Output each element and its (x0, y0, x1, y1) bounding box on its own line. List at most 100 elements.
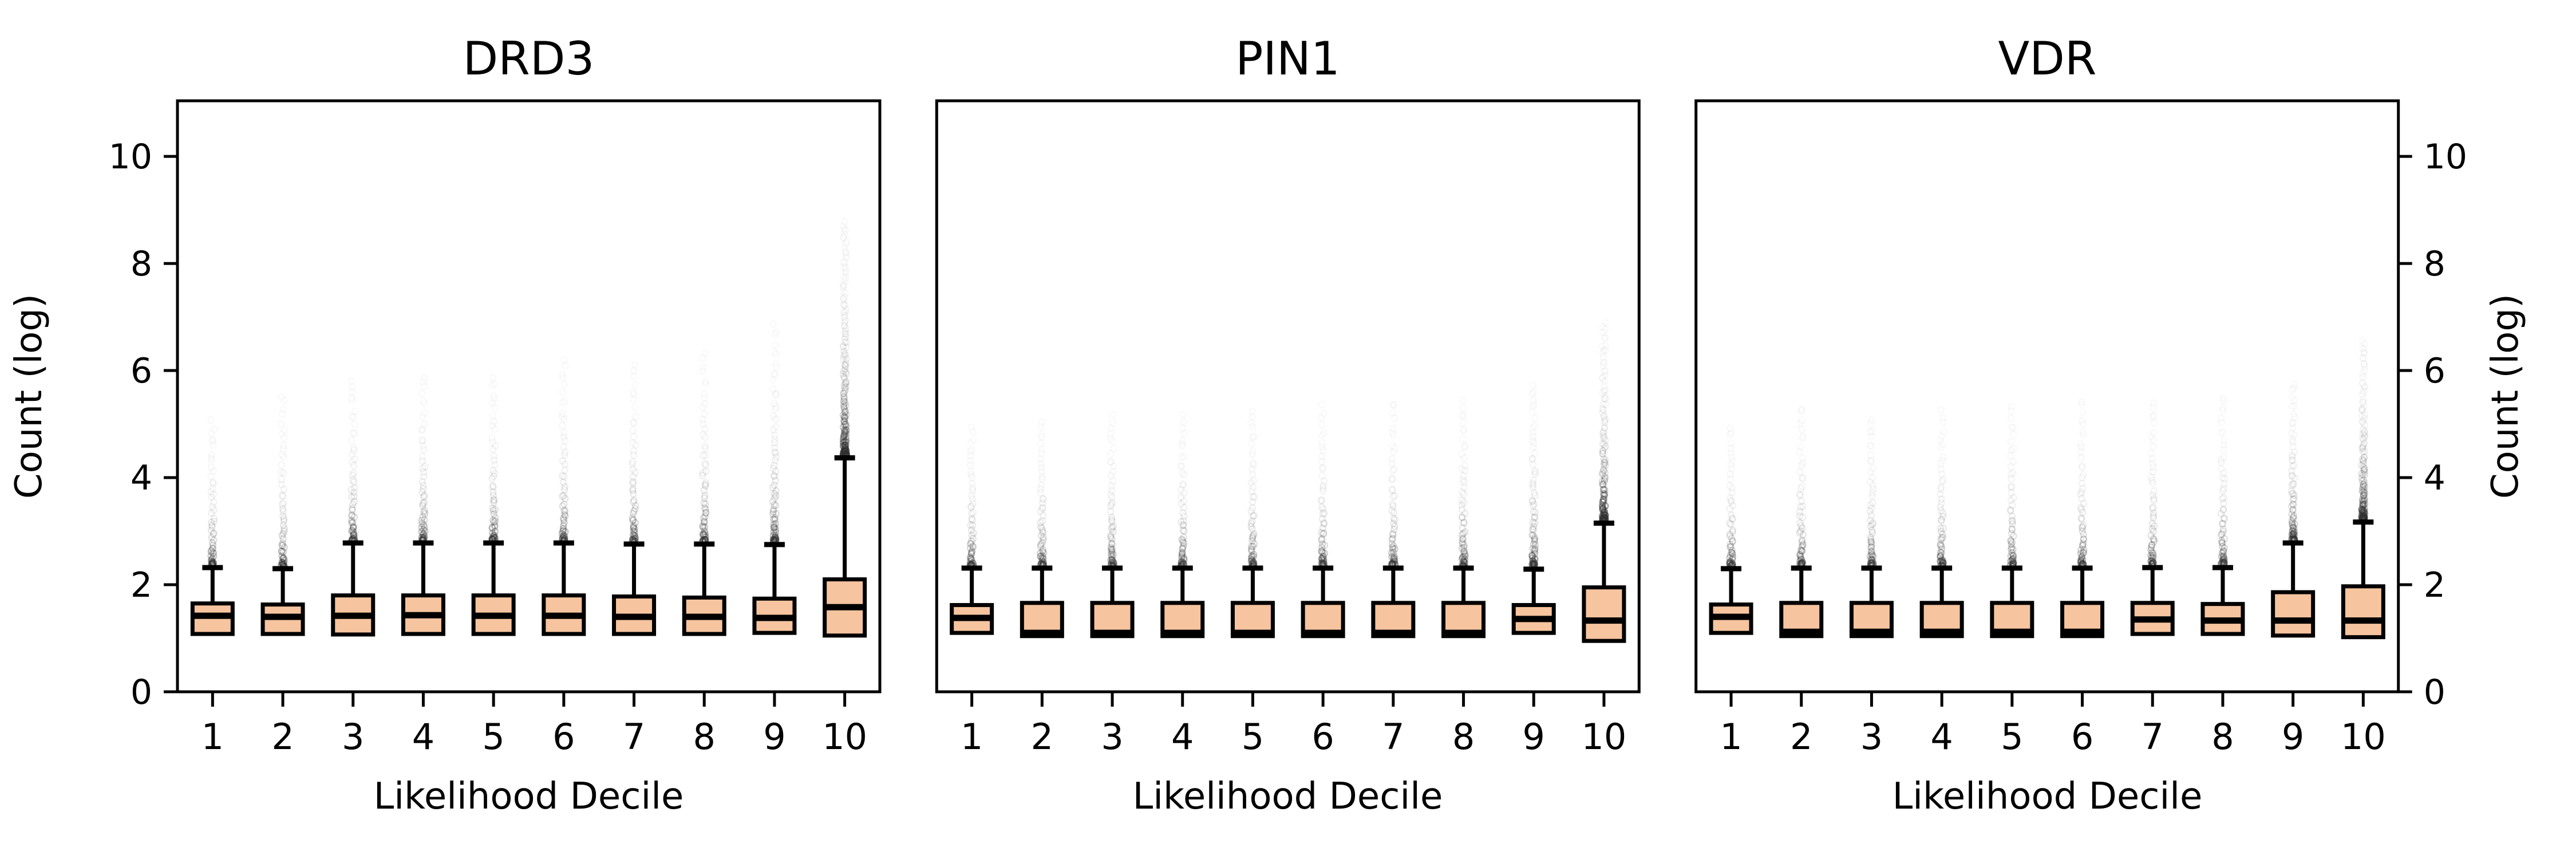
outlier-dot (1180, 554, 1188, 562)
outlier-dot (1937, 503, 1944, 511)
outlier-dot (1796, 529, 1803, 537)
outlier-dot (840, 313, 848, 322)
outlier-dot (1799, 541, 1807, 550)
outlier-dot (1531, 535, 1538, 543)
outlier-dot (702, 533, 709, 541)
outlier-dot (418, 517, 425, 525)
outlier-dot (841, 442, 848, 450)
outlier-dot (770, 528, 777, 536)
outlier-dot (1320, 477, 1328, 485)
outlier-dot (1459, 535, 1467, 543)
outlier-dot (1529, 483, 1537, 491)
outlier-dot (207, 526, 215, 534)
outlier-dot (1530, 508, 1537, 516)
outlier-dot (1109, 477, 1117, 485)
outlier-dot (208, 533, 215, 542)
outlier-dot (280, 453, 288, 461)
outlier-dot (699, 431, 707, 439)
outlier-dot (1247, 522, 1255, 530)
outlier-dot (2358, 444, 2366, 452)
outlier-dot (1530, 526, 1537, 534)
outlier-dot (1937, 551, 1945, 559)
outlier-dot (488, 523, 496, 531)
y-tick-label-right: 10 (2424, 137, 2467, 177)
outlier-dot (1599, 510, 1607, 518)
outlier-dot (701, 491, 709, 499)
outlier-dot (2358, 455, 2366, 463)
outlier-dot (1460, 558, 1468, 566)
outlier-dot (841, 384, 848, 392)
outlier-dot (1459, 513, 1466, 522)
outlier-dot (1318, 497, 1325, 505)
outlier-dot (1867, 522, 1874, 530)
outlier-dot (491, 531, 498, 539)
outlier-dot (2007, 463, 2014, 471)
outlier-dot (1319, 464, 1326, 472)
outlier-dot (769, 515, 777, 523)
outlier-dot (491, 527, 499, 535)
outlier-dot (560, 500, 568, 509)
outlier-dot (560, 522, 567, 530)
outlier-dot (279, 507, 287, 515)
outlier-dot (2288, 510, 2296, 518)
outlier-dot (350, 530, 358, 538)
outlier-dot (840, 438, 847, 446)
outlier-dot (2218, 464, 2225, 473)
outlier-dot (1939, 557, 1947, 565)
outlier-dot (1249, 492, 1257, 501)
outlier-dot (1868, 504, 1875, 513)
outlier-dot (1797, 484, 1804, 492)
outlier-dot (772, 449, 780, 457)
outlier-dot (349, 505, 356, 513)
outlier-dot (2360, 483, 2367, 491)
outlier-dot (630, 516, 637, 524)
outlier-dot (1726, 530, 1734, 538)
axes-frame-DRD3 (176, 99, 882, 693)
outlier-dot (2289, 438, 2297, 446)
outlier-dot (2361, 495, 2368, 503)
outlier-dot (1461, 552, 1469, 560)
outlier-dot (771, 431, 779, 439)
x-tick-label: 6 (552, 716, 575, 758)
outlier-dot (1601, 466, 1608, 474)
outlier-dot (1460, 543, 1468, 551)
outlier-dot (700, 451, 707, 460)
outlier-dot (839, 411, 847, 419)
outlier-dot (2149, 505, 2156, 513)
outlier-dot (2358, 405, 2366, 413)
outlier-dot (1390, 553, 1398, 561)
outlier-dot (1391, 557, 1398, 565)
x-tick-label: 2 (271, 716, 294, 758)
outlier-dot (2289, 462, 2296, 470)
outlier-dot (771, 435, 779, 443)
outlier-dot (772, 510, 780, 518)
outlier-dot (1532, 468, 1539, 476)
outlier-dot (2359, 471, 2366, 479)
outlier-dot (1460, 553, 1467, 561)
outlier-dot (1599, 400, 1607, 408)
outlier-dot (2148, 557, 2155, 565)
outlier-dot (2080, 499, 2088, 507)
outlier-dot (2288, 471, 2296, 479)
outlier-dot (1528, 554, 1536, 562)
outlier-dot (2360, 486, 2368, 494)
outlier-dot (630, 531, 638, 539)
outlier-dot (2358, 461, 2365, 469)
x-tick-label: 7 (1382, 716, 1404, 758)
outlier-dot (2147, 543, 2155, 551)
outlier-dot (1390, 555, 1397, 564)
outlier-dot (1599, 480, 1607, 488)
outlier-dot (1868, 556, 1876, 564)
outlier-dot (1531, 514, 1538, 522)
outlier-dot (1796, 508, 1803, 516)
outlier-dot (839, 439, 847, 447)
outlier-dot (1458, 497, 1466, 505)
outlier-dot (1939, 534, 1947, 542)
outlier-dot (2359, 484, 2366, 492)
outlier-dot (277, 468, 285, 476)
outlier-dot (1040, 558, 1047, 566)
outlier-dot (702, 501, 709, 509)
outlier-dot (558, 421, 566, 430)
outlier-dot (2080, 549, 2087, 557)
outlier-dot (1938, 534, 1946, 542)
